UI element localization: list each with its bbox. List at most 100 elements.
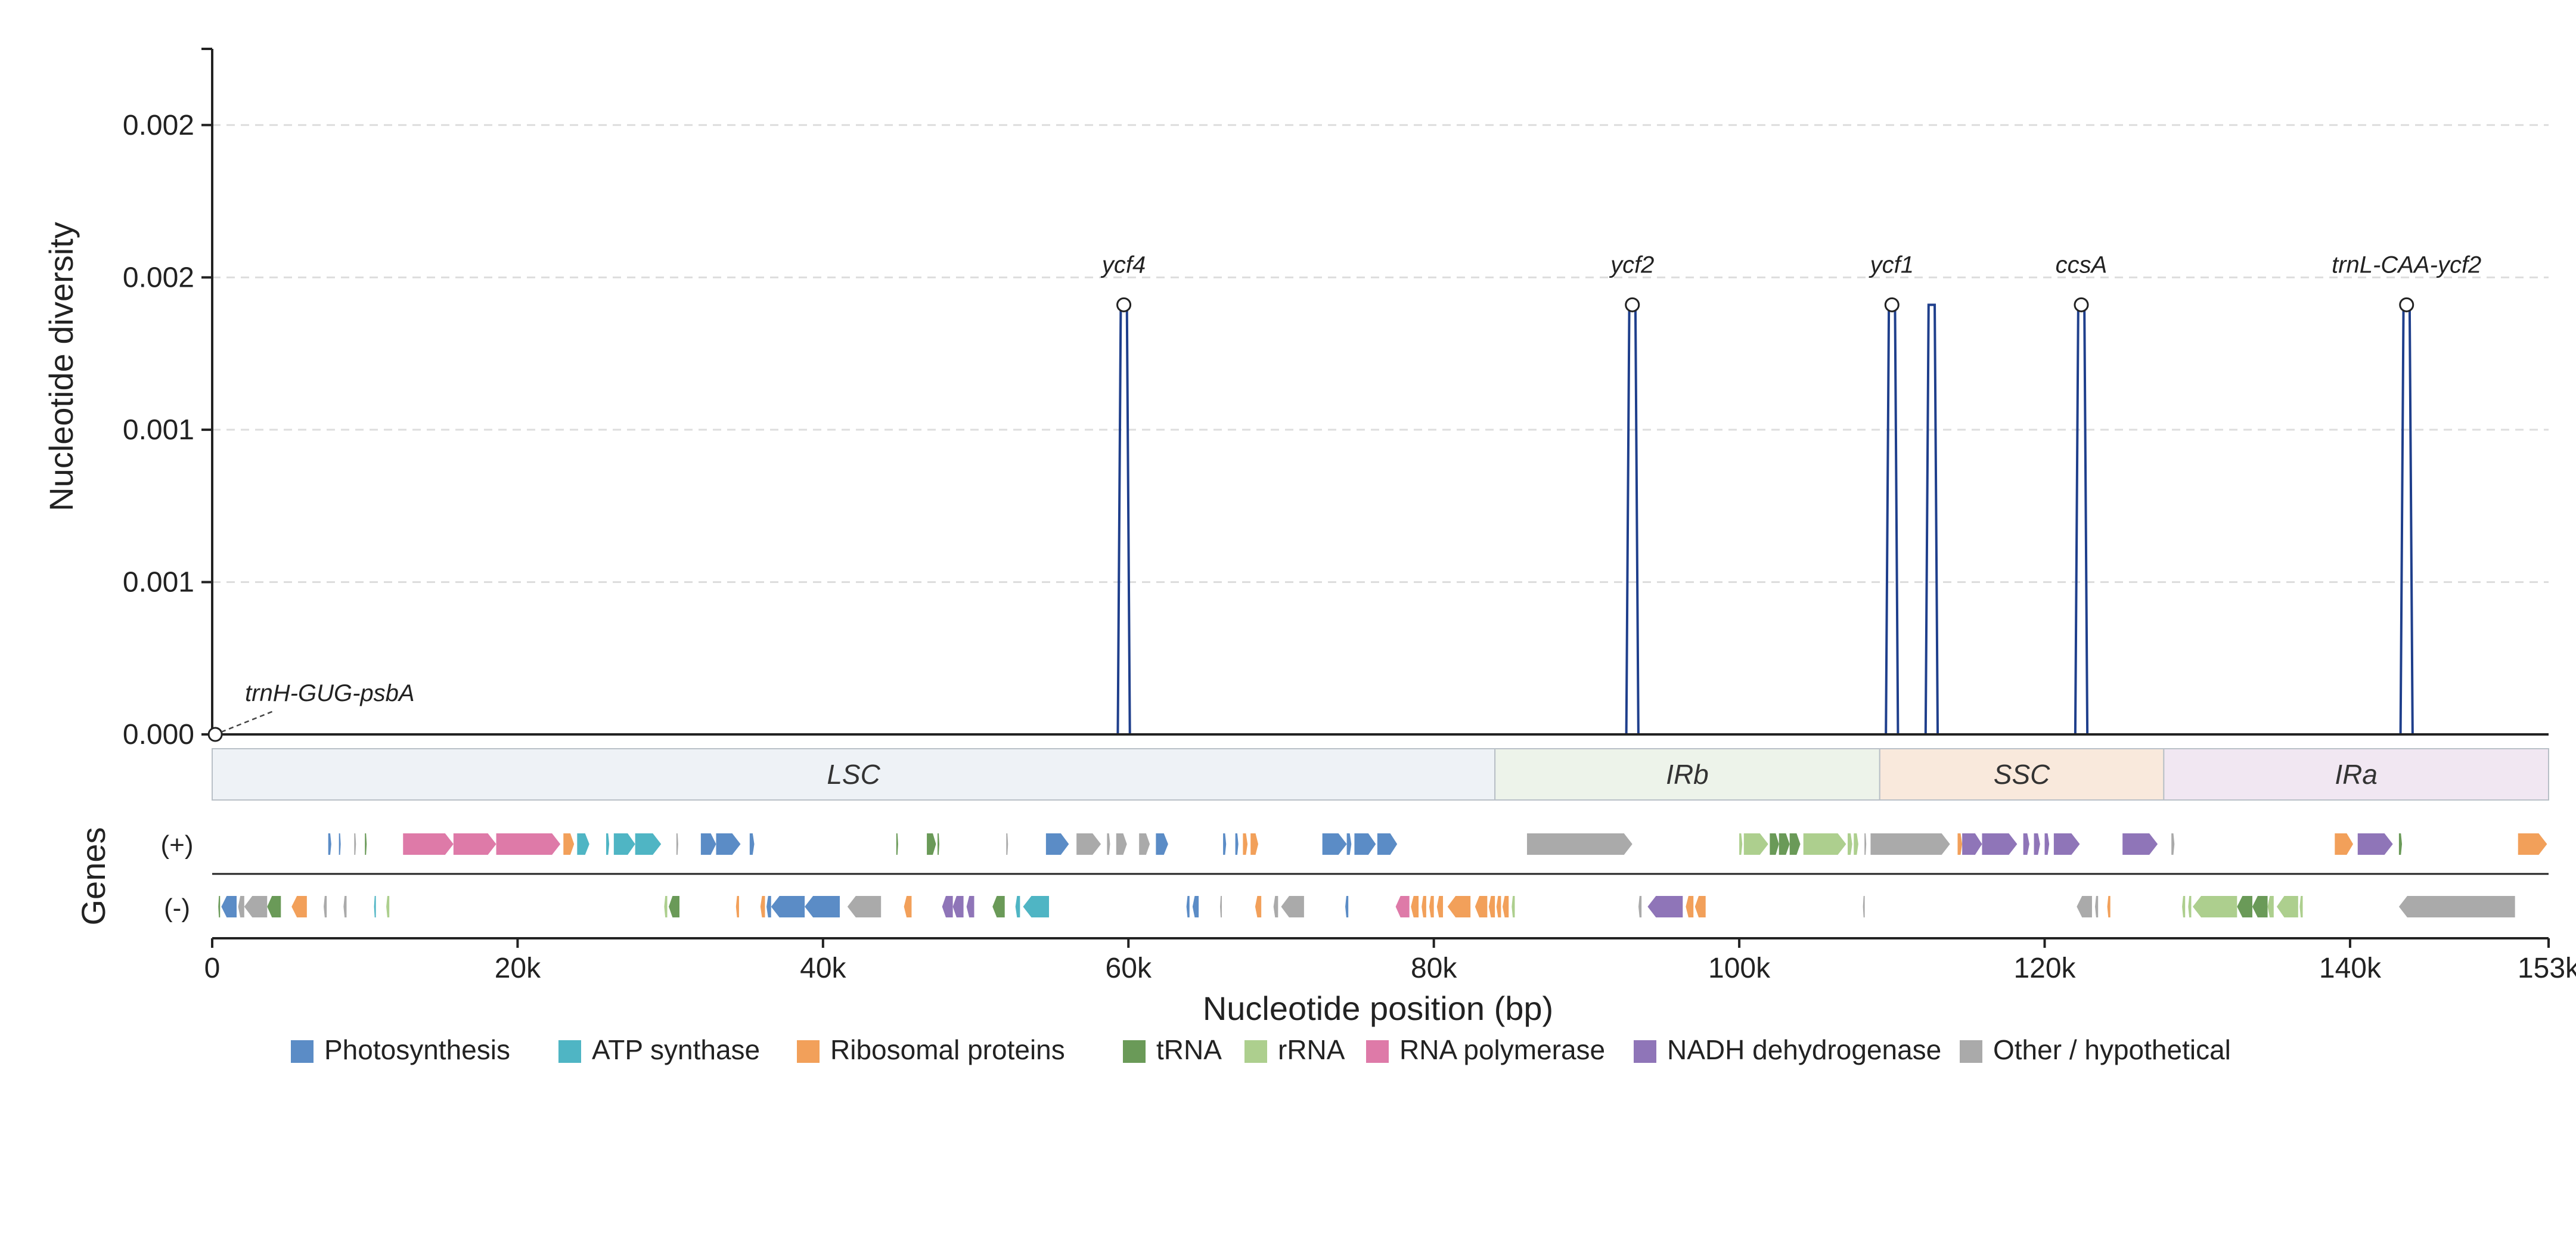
annotation-leader	[221, 709, 275, 733]
gene-minus	[904, 896, 912, 917]
gene-track	[212, 833, 2549, 917]
peak-marker	[1884, 297, 1900, 312]
legend-swatch	[558, 1040, 581, 1063]
legend-item-rrna: rRNA	[1244, 1034, 1345, 1065]
x-tick-label: 40k	[800, 953, 846, 984]
legend-swatch	[1244, 1040, 1267, 1063]
diversity-series-line	[212, 303, 2549, 736]
gene-minus	[1186, 896, 1190, 917]
gene-minus	[664, 896, 668, 917]
diversity-line-layer	[212, 303, 2549, 736]
gene-minus	[2188, 896, 2192, 917]
gene-minus	[805, 896, 840, 917]
gene-plus	[606, 833, 610, 855]
gene-minus	[2237, 896, 2252, 917]
gene-minus	[2182, 896, 2186, 917]
gene-minus	[1345, 896, 1349, 917]
y-tick-label: 0.001	[123, 414, 194, 446]
y-tick-label: 0.001	[123, 566, 194, 598]
gene-plus	[2518, 833, 2547, 855]
axis-layer: 0.000 0.001 0.001 0.002 0.002 0 20k 40k 60k 80k 10…	[123, 48, 2576, 984]
gene-plus	[1116, 833, 1127, 855]
gene-minus	[1015, 896, 1020, 917]
gene-minus	[1475, 896, 1488, 917]
gene-plus	[2044, 833, 2050, 855]
gene-minus	[1255, 896, 1262, 917]
gene-plus	[1864, 833, 1867, 855]
y-axis-title: Nucleotide diversity	[42, 222, 80, 511]
legend-item-ribo: Ribosomal proteins	[797, 1034, 1065, 1065]
gene-minus	[1512, 896, 1515, 917]
peak-label: ccsA	[2056, 252, 2108, 278]
gene-minus	[2276, 896, 2298, 917]
gene-plus	[635, 833, 662, 855]
peak-label: trnH-GUG-psbA	[245, 680, 414, 706]
x-tick-label: 60k	[1106, 953, 1152, 984]
legend-label: Photosynthesis	[324, 1034, 510, 1065]
gene-plus	[2398, 833, 2403, 855]
gene-plus	[716, 833, 741, 855]
legend-item-atp: ATP synthase	[558, 1034, 760, 1065]
gene-plus	[1870, 833, 1950, 855]
gene-minus	[1436, 896, 1444, 917]
gene-minus	[1694, 896, 1706, 917]
x-tick-label: 140k	[2319, 953, 2382, 984]
gene-minus	[1638, 896, 1642, 917]
region-label: IRa	[2335, 759, 2378, 790]
region-ira	[2163, 748, 2550, 801]
gene-plus	[1107, 833, 1110, 855]
gene-minus	[324, 896, 327, 917]
gene-plus	[365, 833, 367, 855]
gene-minus	[221, 896, 237, 917]
gene-plus	[1250, 833, 1259, 855]
legend-item-other: Other / hypothetical	[1960, 1034, 2231, 1065]
gene-minus	[343, 896, 347, 917]
gene-plus	[1377, 833, 1398, 855]
gene-plus	[1139, 833, 1150, 855]
gene-minus	[1023, 896, 1050, 917]
gene-plus	[1739, 833, 1743, 855]
legend-label: Ribosomal proteins	[830, 1034, 1065, 1065]
peak-marker	[2074, 297, 2089, 312]
y-tick-label: 0.002	[123, 262, 194, 293]
gene-plus	[1743, 833, 1768, 855]
gene-minus	[760, 896, 765, 917]
peak-label: ycf1	[1869, 252, 1914, 278]
region-label: IRb	[1666, 759, 1709, 790]
gene-minus	[1273, 896, 1278, 917]
legend-swatch	[797, 1040, 820, 1063]
gene-plus	[937, 833, 939, 855]
minus-strand-label: (-)	[164, 894, 190, 923]
gene-plus	[749, 833, 755, 855]
legend-label: RNA polymerase	[1399, 1034, 1605, 1065]
gene-plus	[339, 833, 341, 855]
gene-minus	[952, 896, 964, 917]
gene-minus	[2095, 896, 2099, 917]
gene-plus	[676, 833, 678, 855]
gene-plus	[1156, 833, 1168, 855]
gene-minus	[1447, 896, 1471, 917]
peak-label: ycf2	[1609, 252, 1654, 278]
gene-plus	[2171, 833, 2175, 855]
gene-plus	[496, 833, 561, 855]
gene-minus	[1488, 896, 1495, 917]
legend-swatch	[1960, 1040, 1982, 1063]
gene-minus	[244, 896, 268, 917]
gene-minus	[291, 896, 307, 917]
gene-plus	[1854, 833, 1858, 855]
gene-minus	[1686, 896, 1694, 917]
legend-label: ATP synthase	[592, 1034, 760, 1065]
gene-minus	[766, 896, 771, 917]
gene-minus	[1422, 896, 1426, 917]
gene-plus	[1957, 833, 1963, 855]
region-ssc	[1879, 748, 2165, 801]
gene-minus	[238, 896, 244, 917]
legend: Photosynthesis ATP synthase Ribosomal prot…	[291, 1034, 2231, 1065]
peak-marker	[2399, 297, 2414, 312]
gene-plus	[1322, 833, 1347, 855]
gene-plus	[1526, 833, 1632, 855]
x-tick-label: 120k	[2013, 953, 2076, 984]
gene-minus	[1496, 896, 1501, 917]
gene-minus	[942, 896, 953, 917]
